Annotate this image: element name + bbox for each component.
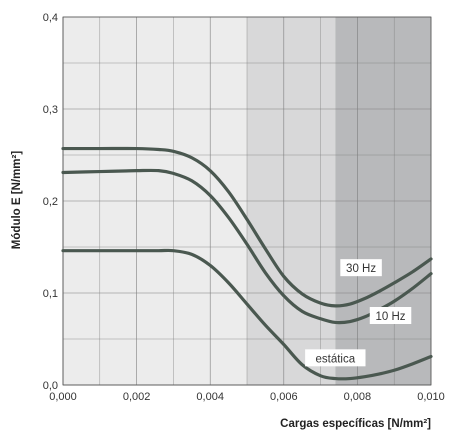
x-tick-label: 0,010 xyxy=(417,391,445,403)
grid xyxy=(62,16,432,386)
y-tick-labels: 0,0 0,1 0,2 0,3 0,4 xyxy=(43,12,58,392)
plot-frame xyxy=(62,16,432,386)
curve-label-text: 30 Hz xyxy=(346,263,376,275)
y-tick-label: 0,0 xyxy=(43,380,58,392)
y-tick-label: 0,4 xyxy=(43,12,58,24)
y-axis-title: Módulo E [N/mm²] xyxy=(11,151,23,250)
x-tick-labels: 0,000 0,002 0,004 0,006 0,008 0,010 xyxy=(49,391,445,403)
curve-label-box xyxy=(369,307,412,324)
y-tick-label: 0,3 xyxy=(43,104,58,116)
x-tick-label: 0,004 xyxy=(196,391,224,403)
series-line-3 xyxy=(61,248,433,381)
curve-label-box xyxy=(340,259,382,277)
x-tick-label: 0,002 xyxy=(123,391,151,403)
series-line-1 xyxy=(61,146,433,308)
y-tick-label: 0,2 xyxy=(43,196,58,208)
curve-label: 10 Hz xyxy=(369,307,412,324)
curve-label-text: 10 Hz xyxy=(375,311,405,323)
y-tick-label: 0,1 xyxy=(43,288,58,300)
curve-label-box xyxy=(305,349,366,367)
x-axis-title: Cargas específicas [N/mm²] xyxy=(280,418,431,430)
annotations: 30 Hz 10 Hz estática xyxy=(305,259,412,367)
x-tick-label: 0,000 xyxy=(49,391,77,403)
x-tick-label: 0,008 xyxy=(344,391,372,403)
x-tick-label: 0,006 xyxy=(270,391,298,403)
curve-label-text: estática xyxy=(315,353,355,365)
curve-label: estática xyxy=(305,349,366,367)
curve-label: 30 Hz xyxy=(340,259,382,277)
